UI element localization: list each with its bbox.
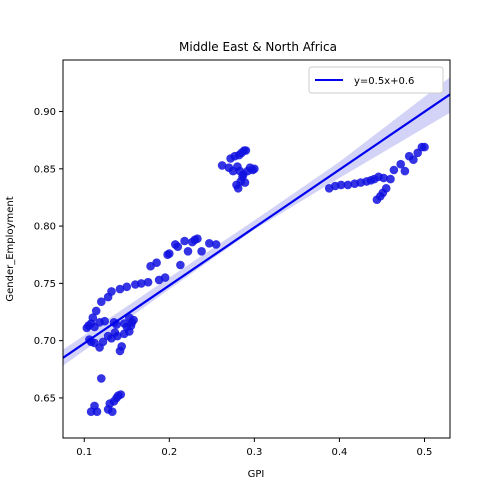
data-point: [143, 277, 153, 287]
y-tick-label: 0.75: [34, 279, 56, 290]
plot-area: [63, 77, 450, 417]
data-point: [379, 173, 389, 183]
data-point: [241, 146, 251, 155]
data-point: [183, 247, 193, 256]
y-tick-label: 0.85: [34, 164, 56, 175]
x-tick-label: 0.4: [331, 447, 347, 458]
data-point: [97, 374, 106, 383]
data-point: [409, 155, 418, 164]
data-point: [117, 342, 126, 351]
data-point: [126, 321, 136, 331]
data-point: [240, 178, 250, 187]
data-point: [108, 407, 117, 417]
data-point: [389, 165, 399, 175]
data-point: [165, 249, 174, 258]
y-tick-label: 0.65: [34, 393, 56, 404]
data-point: [98, 337, 108, 347]
x-tick-label: 0.1: [76, 447, 92, 458]
x-tick-label: 0.3: [246, 447, 262, 458]
data-point: [180, 236, 189, 246]
legend-box: [308, 66, 444, 94]
y-tick-label: 0.80: [34, 222, 56, 233]
data-point: [381, 184, 391, 193]
data-point: [100, 316, 109, 326]
data-point: [233, 184, 243, 193]
data-point: [386, 174, 395, 184]
legend-label: y=0.5x+0.6: [354, 76, 414, 87]
data-point: [92, 407, 102, 417]
data-point: [137, 279, 146, 288]
y-tick-label: 0.70: [34, 336, 56, 347]
data-point: [205, 239, 214, 248]
confidence-band: [63, 77, 450, 366]
data-point: [193, 234, 202, 243]
y-tick-label: 0.90: [34, 107, 56, 118]
data-point: [152, 258, 161, 268]
data-point: [211, 240, 221, 249]
axes-frame: [62, 59, 451, 439]
data-point: [107, 287, 116, 296]
chart-title: Middle East & North Africa: [179, 40, 337, 54]
legend: y=0.5x+0.6: [308, 66, 444, 94]
data-point: [176, 260, 185, 270]
data-point: [396, 159, 406, 169]
data-point: [343, 180, 353, 190]
y-axis-label: Gender_Employment: [5, 196, 16, 301]
data-point: [400, 166, 410, 176]
data-point: [88, 313, 98, 323]
y-axis: 0.65 0.70 0.75 0.80 0.85 0.90: [34, 107, 63, 404]
x-tick-label: 0.5: [417, 447, 433, 458]
data-point: [113, 331, 122, 341]
data-point: [97, 297, 106, 307]
data-point: [173, 242, 183, 251]
data-point: [115, 284, 125, 294]
data-point: [420, 142, 429, 152]
data-point: [336, 180, 346, 190]
data-point: [197, 247, 206, 256]
data-point: [250, 164, 259, 174]
x-axis-label: GPI: [248, 469, 265, 480]
data-point: [217, 161, 227, 170]
regression-line: [63, 93, 450, 359]
data-point: [91, 306, 101, 316]
data-point: [160, 273, 170, 282]
data-point: [122, 282, 132, 292]
x-tick-label: 0.2: [161, 447, 177, 458]
data-point: [116, 390, 126, 399]
x-axis: 0.1 0.2 0.3 0.4 0.5: [76, 438, 432, 458]
